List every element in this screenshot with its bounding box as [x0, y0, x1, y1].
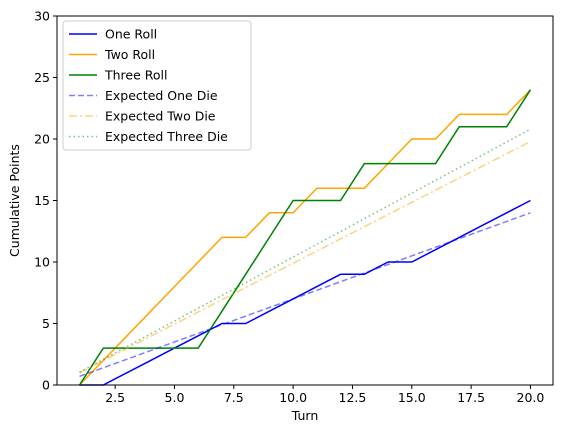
y-tick-label: 30 — [34, 9, 50, 24]
y-tick-label: 20 — [34, 132, 50, 147]
legend-entry-label: Two Roll — [104, 47, 155, 62]
x-axis: 2.5 5.0 7.5 10.0 12.5 15.0 17.5 20.0 — [105, 385, 544, 405]
x-tick-label: 12.5 — [339, 390, 367, 405]
legend-entry-label: Three Roll — [104, 68, 168, 83]
series-line-1 — [79, 199, 531, 386]
y-tick-label: 10 — [34, 255, 50, 270]
series-line-3 — [78, 89, 532, 386]
plot-lines — [78, 89, 532, 386]
x-tick-label: 10.0 — [279, 390, 307, 405]
x-tick-label: 2.5 — [105, 390, 125, 405]
legend: One Roll Two Roll Three Roll Expected One D… — [62, 20, 252, 151]
x-tick-label: 7.5 — [224, 390, 244, 405]
legend-box — [62, 20, 252, 151]
x-tick-label: 15.0 — [398, 390, 426, 405]
series-line-5 — [79, 140, 531, 374]
y-tick-label: 15 — [34, 193, 50, 208]
legend-entry-label: Expected One Die — [105, 88, 218, 103]
series-line-4 — [79, 212, 531, 378]
y-tick-label: 5 — [42, 316, 50, 331]
x-tick-label: 20.0 — [517, 390, 545, 405]
series-line-6 — [79, 128, 531, 373]
x-tick-label: 17.5 — [457, 390, 485, 405]
y-axis: 0 5 10 15 20 25 30 — [34, 9, 57, 393]
x-tick-label: 5.0 — [165, 390, 185, 405]
legend-entry-label: Expected Three Die — [105, 129, 228, 144]
x-axis-label: Turn — [291, 408, 319, 423]
y-tick-label: 25 — [34, 70, 50, 85]
y-tick-label: 0 — [42, 378, 50, 393]
legend-entry-label: Expected Two Die — [105, 109, 216, 124]
legend-entry-label: One Roll — [105, 27, 157, 42]
y-axis-label: Cumulative Points — [7, 144, 22, 257]
